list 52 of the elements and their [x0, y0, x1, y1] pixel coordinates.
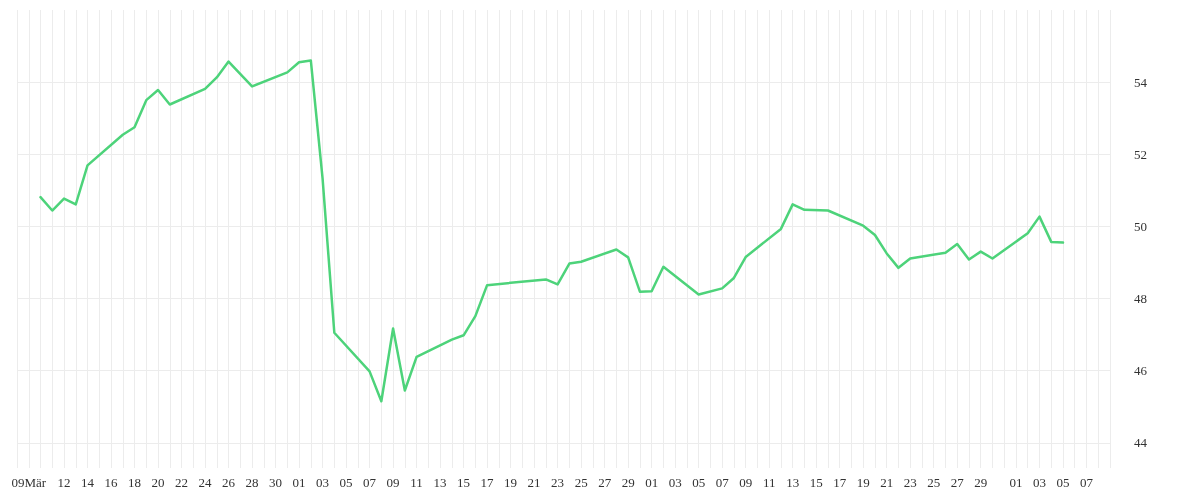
y-tick-label: 54 [1134, 74, 1148, 90]
y-tick-label: 52 [1134, 146, 1147, 162]
x-tick-label: 01 [645, 475, 659, 490]
x-tick-label: 07 [363, 475, 377, 490]
x-tick-label: 23 [551, 475, 565, 490]
x-tick-label: 16 [104, 475, 119, 490]
x-tick-label: 03 [316, 475, 330, 490]
x-tick-label: 09 [739, 475, 753, 490]
x-tick-label: 03 [668, 475, 682, 490]
y-tick-label: 44 [1134, 435, 1148, 451]
x-tick-label: 01 [1009, 475, 1023, 490]
x-tick-label: 07 [1079, 475, 1094, 490]
x-tick-label: 19 [504, 475, 518, 490]
x-tick-label: 17 [833, 475, 847, 490]
x-tick-label: 09Mär [11, 475, 47, 490]
x-tick-label: 05 [1056, 475, 1070, 490]
x-tick-label: 01 [292, 475, 306, 490]
x-tick-label: 19 [856, 475, 870, 490]
x-tick-label: 18 [128, 475, 142, 490]
x-tick-label: 30 [269, 475, 283, 490]
x-tick-label: 13 [433, 475, 447, 490]
x-tick-label: 24 [198, 475, 213, 490]
x-tick-label: 27 [950, 475, 965, 490]
x-tick-label: 26 [222, 475, 236, 490]
x-tick-label: 15 [457, 475, 471, 490]
x-tick-label: 20 [151, 475, 165, 490]
x-tick-label: 13 [786, 475, 800, 490]
x-tick-label: 25 [927, 475, 941, 490]
y-tick-label: 46 [1134, 363, 1148, 379]
x-tick-label: 11 [410, 475, 423, 490]
y-tick-label: 50 [1134, 218, 1147, 234]
x-tick-label: 29 [621, 475, 635, 490]
x-tick-label: 07 [715, 475, 730, 490]
y-tick-label: 48 [1134, 291, 1147, 306]
x-tick-label: 27 [598, 475, 612, 490]
x-tick-label: 05 [339, 475, 353, 490]
x-tick-label: 25 [574, 475, 588, 490]
line-series [39, 59, 1065, 403]
x-tick-label: 29 [974, 475, 988, 490]
x-tick-label: 03 [1032, 475, 1046, 490]
x-tick-label: 11 [762, 475, 776, 490]
x-tick-label: 23 [903, 475, 917, 490]
x-tick-label: 22 [175, 475, 189, 490]
x-tick-label: 09 [386, 475, 400, 490]
x-tick-label: 12 [57, 475, 71, 490]
x-tick-label: 17 [480, 475, 495, 490]
x-tick-label: 21 [880, 475, 894, 490]
x-tick-label: 15 [809, 475, 823, 490]
x-tick-label: 28 [245, 475, 259, 490]
x-tick-label: 05 [692, 475, 706, 490]
x-tick-label: 21 [527, 475, 541, 490]
x-tick-label: 14 [81, 475, 95, 490]
